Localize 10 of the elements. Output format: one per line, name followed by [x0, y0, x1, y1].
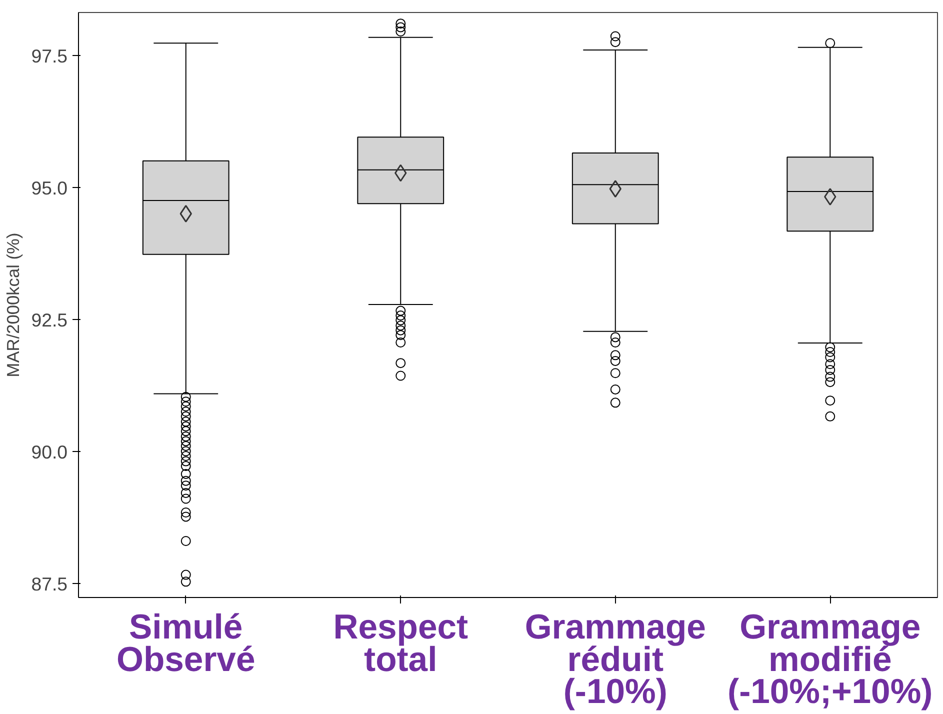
- y-tick-label: 92.5: [31, 309, 68, 330]
- y-axis-title: MAR/2000kcal (%): [3, 232, 24, 378]
- y-tick-label: 95.0: [31, 177, 68, 198]
- y-tick-label: 97.5: [31, 45, 68, 66]
- x-tick-label: Simulé Observé: [116, 608, 256, 679]
- y-tick-label: 90.0: [31, 441, 68, 462]
- x-tick-label: Respect total: [333, 608, 468, 679]
- x-tick-label: Grammage modifié (-10%;+10%): [728, 608, 933, 712]
- x-tick-label: Grammage réduit (-10%): [524, 608, 706, 712]
- y-tick-label: 87.5: [31, 573, 68, 594]
